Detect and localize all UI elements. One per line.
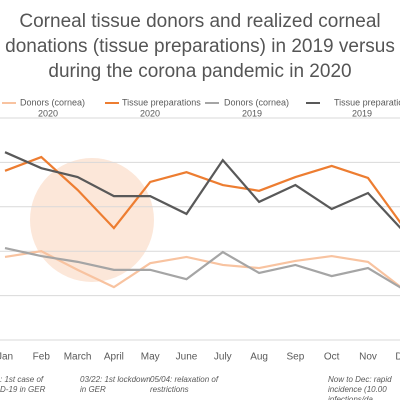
x-tick-label: Feb (33, 352, 51, 363)
annotation: : 1st case of (0, 375, 44, 384)
x-tick-label: Sep (287, 352, 305, 363)
line-series (4, 155, 400, 230)
x-tick-label: Oct (324, 352, 340, 363)
chart-title: during the corona pandemic in 2020 (48, 61, 351, 82)
line-series (4, 151, 400, 230)
x-tick-label: July (214, 352, 232, 363)
legend-year: 2020 (38, 108, 58, 118)
annotation: D-19 in GER (0, 385, 46, 394)
legend-year: 2019 (352, 108, 372, 118)
x-tick-label: Aug (250, 352, 268, 363)
annotation: infections/da (328, 395, 373, 400)
x-tick-label: May (141, 352, 160, 363)
line-series (4, 247, 400, 289)
annotation: 05/04: relaxation of (150, 375, 219, 384)
legend-label: Donors (cornea) (224, 97, 289, 107)
x-tick-label: June (176, 352, 198, 363)
annotation: incidence (10.00 (328, 385, 387, 394)
annotation: restrictions (150, 385, 189, 394)
annotation: Now to Dec: rapid (328, 375, 392, 384)
legend-label: Tissue preparations (334, 97, 400, 107)
chart-title: donations (tissue preparations) in 2019 … (5, 36, 395, 57)
x-tick-label: April (104, 352, 124, 363)
line-series (4, 250, 400, 289)
legend-label: Donors (cornea) (20, 97, 85, 107)
legend-year: 2020 (140, 108, 160, 118)
legend-label: Tissue preparations (122, 97, 201, 107)
annotation: 03/22: 1st lockdown (80, 375, 151, 384)
x-tick-label: Nov (359, 352, 377, 363)
highlight-circle (30, 158, 154, 282)
chart-title: Corneal tissue donors and realized corne… (19, 11, 380, 32)
legend-year: 2019 (242, 108, 262, 118)
x-tick-label: Jan (0, 352, 13, 363)
annotation: in GER (80, 385, 106, 394)
x-tick-label: March (64, 352, 92, 363)
x-tick-label: Dec (395, 352, 400, 363)
